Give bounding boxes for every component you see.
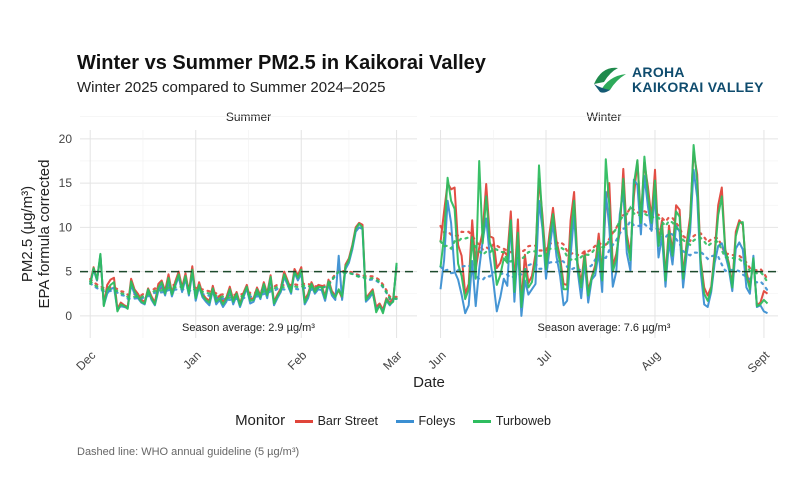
legend-key-barr-street (294, 419, 313, 423)
logo-line-1: AROHA (632, 64, 685, 80)
y-tick-label: 10 (59, 220, 73, 234)
y-axis-title: PM2.5 (µg/m³)EPA formula corrected (19, 160, 53, 309)
legend-item-turboweb: Turboweb (472, 413, 551, 428)
legend-label-barr-street: Barr Street (317, 413, 379, 428)
y-axis-title-line1: PM2.5 (µg/m³) (19, 186, 36, 282)
x-tick-label-jun: Jun (425, 348, 449, 372)
legend-key-foleys (395, 419, 414, 423)
trend-line-turboweb (89, 270, 398, 300)
x-tick-label-jul: Jul (533, 348, 554, 369)
y-tick-label: 15 (59, 176, 73, 190)
y-tick-label: 0 (65, 309, 72, 323)
legend-label-foleys: Foleys (418, 413, 456, 428)
x-tick-label-jan: Jan (180, 348, 204, 372)
chart-subtitle: Winter 2025 compared to Summer 2024–2025 (77, 79, 386, 96)
x-tick-label-sept: Sept (745, 348, 773, 376)
leaf-logo-icon (594, 67, 626, 93)
legend-item-foleys: Foleys (395, 413, 456, 428)
legend-item-barr-street: Barr Street (294, 413, 379, 428)
y-tick-label: 5 (65, 265, 72, 279)
legend: Monitor Barr Street Foleys Turboweb (0, 412, 800, 429)
legend-title: Monitor (235, 412, 286, 429)
series-line-turboweb (439, 144, 769, 308)
series-line-turboweb (89, 222, 398, 315)
season-average-label-summer: Season average: 2.9 µg/m³ (182, 322, 315, 334)
aroha-logo: AROHA KAIKORAI VALLEY (592, 62, 772, 98)
season-average-label-winter: Season average: 7.6 µg/m³ (538, 322, 671, 334)
y-tick-label: 20 (59, 132, 73, 146)
x-axis-title: Date (413, 374, 445, 391)
caption: Dashed line: WHO annual guideline (5 µg/… (77, 446, 300, 458)
legend-key-turboweb (472, 419, 491, 423)
logo-line-2: KAIKORAI VALLEY (632, 79, 764, 95)
trend-line-turboweb (439, 205, 769, 284)
x-tick-label-mar: Mar (380, 348, 405, 373)
chart-title: Winter vs Summer PM2.5 in Kaikorai Valle… (77, 52, 486, 74)
x-tick-label-aug: Aug (638, 348, 663, 373)
legend-label-turboweb: Turboweb (495, 413, 551, 428)
x-tick-label-feb: Feb (285, 348, 310, 373)
y-axis-title-line2: EPA formula corrected (36, 160, 53, 309)
x-tick-label-dec: Dec (73, 348, 98, 373)
